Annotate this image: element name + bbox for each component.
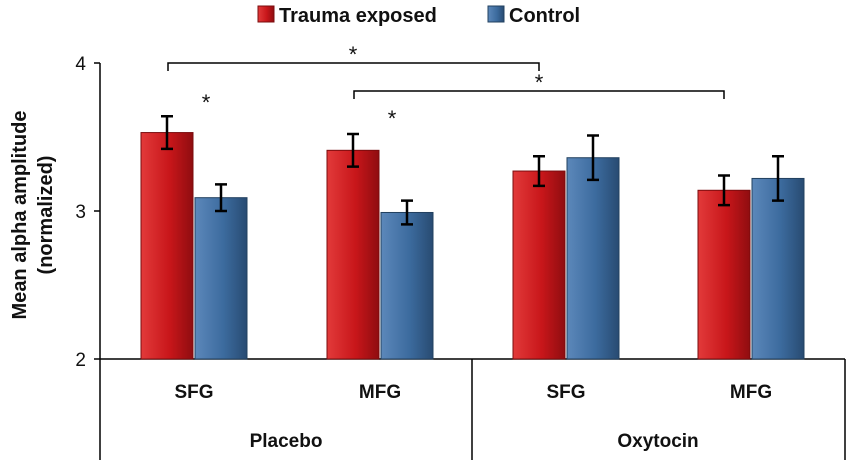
- errorbar-control-placebo-mfg: [401, 199, 413, 226]
- legend-label-control: Control: [509, 5, 580, 27]
- bars: [140, 132, 805, 360]
- group-label-oxytocin: Oxytocin: [617, 431, 698, 452]
- errorbar-control-oxytocin-mfg: [772, 154, 784, 202]
- errorbar-control-oxytocin-sfg: [587, 134, 599, 182]
- legend-label-trauma: Trauma exposed: [279, 5, 437, 27]
- y-tick-label-3: 3: [75, 202, 86, 223]
- bar-control-oxytocin-sfg: [566, 157, 620, 360]
- errorbar-trauma-placebo-sfg: [161, 115, 173, 151]
- group-label-placebo: Placebo: [250, 431, 323, 452]
- significance-annotations: * * * *: [167, 42, 725, 131]
- y-tick-label-2: 2: [75, 350, 86, 371]
- bar-trauma-placebo-sfg: [140, 132, 194, 360]
- y-axis-label-line1: Mean alpha amplitude: [9, 111, 31, 320]
- bar-control-placebo-mfg: [380, 211, 434, 360]
- bar-trauma-placebo-mfg: [326, 149, 380, 360]
- errorbar-trauma-placebo-mfg: [347, 132, 359, 168]
- bracket-sfg: [167, 62, 540, 71]
- y-axis-label: Mean alpha amplitude (normalized): [9, 111, 57, 320]
- category-label-placebo-mfg: MFG: [359, 382, 401, 403]
- y-tick-label-4: 4: [75, 54, 86, 75]
- bar-control-oxytocin-mfg: [751, 177, 805, 360]
- pair-star-placebo-mfg: *: [388, 106, 397, 131]
- errorbar-control-placebo-sfg: [215, 183, 227, 213]
- bracket-star-sfg: *: [349, 42, 358, 67]
- legend-swatch-control: [487, 5, 505, 23]
- legend: Trauma exposed Control: [257, 5, 580, 27]
- pair-star-placebo-sfg: *: [202, 90, 211, 115]
- category-label-oxytocin-sfg: SFG: [546, 382, 585, 403]
- error-bars: [161, 115, 784, 226]
- bracket-star-mfg: *: [535, 70, 544, 95]
- bracket-mfg: [353, 90, 725, 99]
- bar-trauma-oxytocin-sfg: [512, 170, 566, 360]
- y-axis-label-line2: (normalized): [35, 156, 57, 275]
- errorbar-trauma-oxytocin-mfg: [718, 174, 730, 207]
- bar-control-placebo-sfg: [194, 197, 248, 360]
- errorbar-trauma-oxytocin-sfg: [533, 154, 545, 188]
- legend-swatch-trauma: [257, 5, 275, 23]
- category-label-placebo-sfg: SFG: [174, 382, 213, 403]
- category-label-oxytocin-mfg: MFG: [730, 382, 772, 403]
- bar-trauma-oxytocin-mfg: [697, 189, 751, 360]
